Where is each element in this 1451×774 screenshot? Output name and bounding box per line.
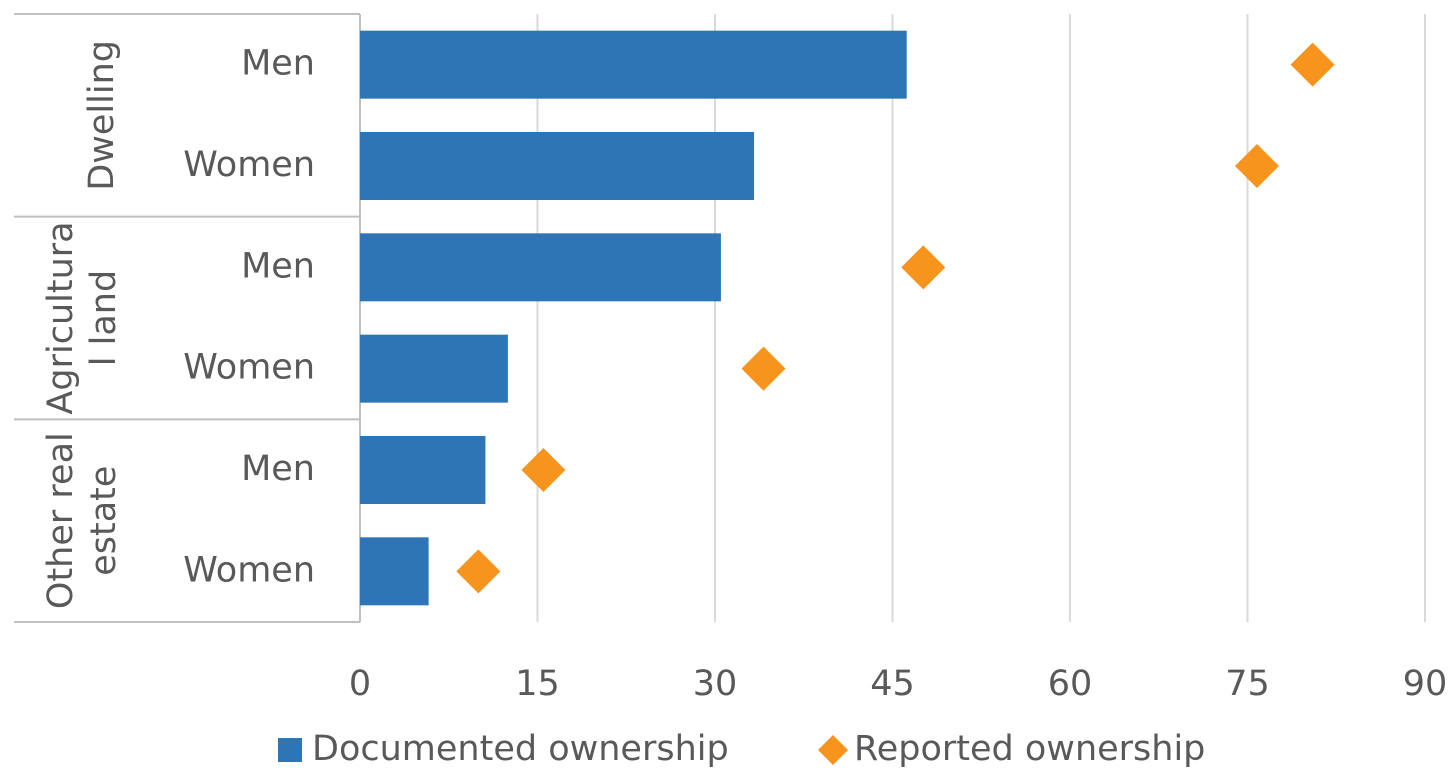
x-tick-label: 15 [515,664,560,704]
bar [360,30,907,99]
category-label: Men [241,44,315,84]
bar [360,233,721,302]
x-tick-label: 30 [693,664,738,704]
x-tick-label: 90 [1403,664,1448,704]
category-label: Women [183,550,315,590]
category-label: Men [241,449,315,489]
x-tick-label: 0 [349,664,371,704]
group-label: Agricultura [41,221,81,414]
diamond-marker [456,549,501,594]
bar [360,132,755,200]
bar [360,537,429,606]
legend-label: Reported ownership [854,729,1205,769]
legend-label: Documented ownership [312,729,729,769]
group-label: l land [84,270,124,366]
category-label: Women [183,348,315,388]
diamond-marker [521,448,566,492]
category-label: Women [183,145,315,185]
legend-swatch [818,735,848,765]
x-tick-label: 45 [870,664,915,704]
diamond-marker [901,245,946,290]
diamond-marker [741,346,786,391]
legend-swatch [278,738,302,762]
diamond-marker [1234,144,1279,188]
x-tick-label: 60 [1048,664,1093,704]
bar [360,436,486,504]
group-label: estate [84,466,124,576]
group-label: Other real [41,432,81,609]
diamond-marker [1290,42,1335,87]
group-label: Dwelling [82,40,122,191]
category-label: Men [241,246,315,286]
x-tick-label: 75 [1225,664,1270,704]
bar [360,334,508,403]
